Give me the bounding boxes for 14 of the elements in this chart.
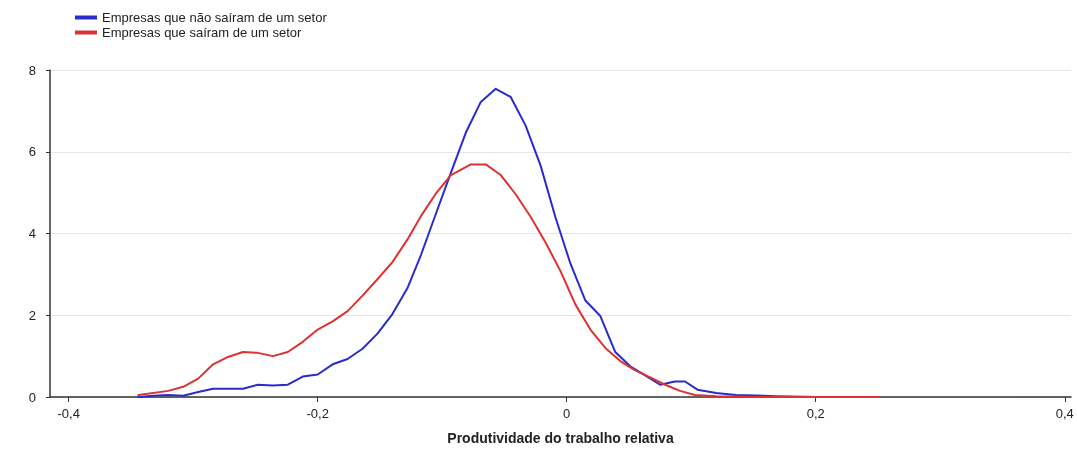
y-tick-label: 8	[28, 62, 36, 78]
x-tick-label: 0,4	[1055, 406, 1074, 421]
x-tick-label: -0,2	[306, 406, 329, 421]
y-tick-label: 4	[28, 226, 36, 241]
x-axis-title: Produtividade do trabalho relativa	[447, 430, 674, 446]
x-tick-label: 0	[563, 406, 571, 421]
legend-label: Empresas que saíram de um setor	[102, 25, 303, 40]
y-tick-label: 2	[28, 307, 36, 323]
y-tick-label: 0	[28, 389, 36, 405]
x-tick-label: -0,4	[57, 406, 80, 421]
y-tick-label: 6	[28, 144, 36, 160]
x-tick-label: 0,2	[806, 406, 825, 421]
line-series	[137, 163, 881, 398]
legend-label: Empresas que não saíram de um setor	[102, 10, 328, 25]
